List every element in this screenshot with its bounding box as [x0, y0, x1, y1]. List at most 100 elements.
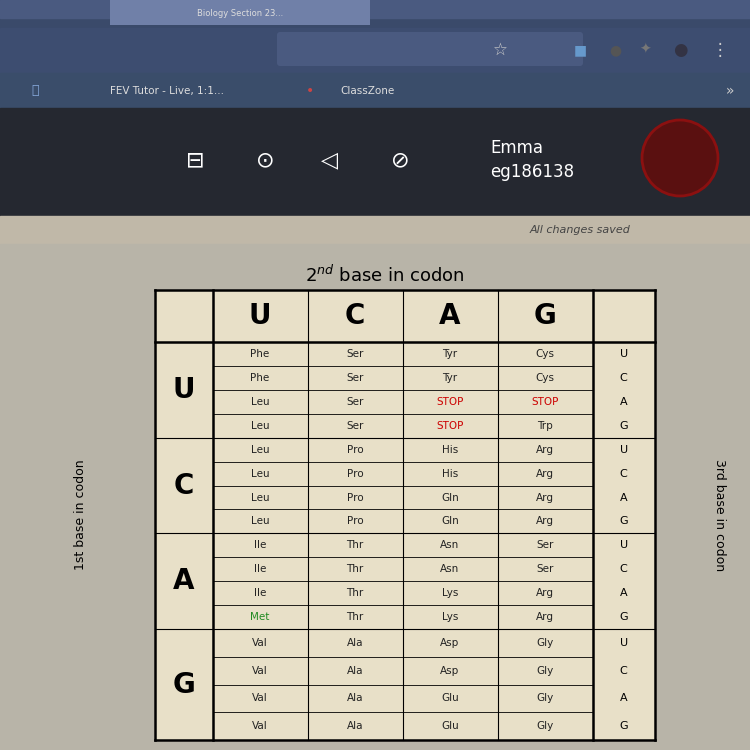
Text: Gln: Gln: [441, 517, 459, 526]
Bar: [155, 290, 655, 740]
Text: Ile: Ile: [254, 541, 266, 550]
Text: A: A: [620, 694, 628, 703]
Text: Glu: Glu: [441, 722, 459, 731]
Text: Asn: Asn: [440, 541, 460, 550]
Text: Glu: Glu: [441, 694, 459, 703]
Text: Cys: Cys: [536, 349, 554, 358]
Text: A: A: [620, 493, 628, 502]
Text: Asn: Asn: [440, 565, 460, 574]
Text: Gly: Gly: [536, 722, 554, 731]
Text: G: G: [620, 612, 628, 622]
Text: STOP: STOP: [436, 397, 463, 406]
Text: Arg: Arg: [536, 469, 554, 478]
Text: Thr: Thr: [346, 588, 364, 598]
Text: Tyr: Tyr: [442, 349, 458, 358]
Text: ⊙: ⊙: [256, 150, 274, 170]
Text: ⋮: ⋮: [712, 41, 728, 59]
Text: Ser: Ser: [346, 397, 364, 406]
Text: Arg: Arg: [536, 493, 554, 502]
Bar: [0, 0, 750, 18]
Text: Trp: Trp: [537, 421, 553, 430]
Text: Emma: Emma: [490, 139, 543, 157]
Text: 🛡: 🛡: [32, 85, 39, 98]
Text: ⊘: ⊘: [391, 150, 410, 170]
Bar: [0, 108, 750, 216]
Text: Lys: Lys: [442, 612, 458, 622]
Text: A: A: [620, 397, 628, 406]
Text: ●: ●: [609, 43, 621, 57]
Text: U: U: [620, 349, 628, 358]
Text: Ser: Ser: [346, 421, 364, 430]
Text: Pro: Pro: [346, 517, 363, 526]
Text: His: His: [442, 469, 458, 478]
Text: Ser: Ser: [536, 541, 554, 550]
Text: ■: ■: [574, 43, 586, 57]
Bar: [0, 0, 750, 30]
Text: Arg: Arg: [536, 445, 554, 454]
Text: U: U: [620, 445, 628, 454]
Text: Ile: Ile: [254, 565, 266, 574]
Text: Thr: Thr: [346, 612, 364, 622]
Text: Gly: Gly: [536, 694, 554, 703]
Bar: [0, 73, 750, 108]
Text: Arg: Arg: [536, 517, 554, 526]
Text: »: »: [726, 84, 734, 98]
Text: A: A: [620, 588, 628, 598]
Text: Leu: Leu: [251, 493, 269, 502]
Text: Arg: Arg: [536, 612, 554, 622]
Text: Gln: Gln: [441, 493, 459, 502]
Text: Val: Val: [252, 722, 268, 731]
Text: U: U: [249, 302, 272, 330]
Text: Pro: Pro: [346, 469, 363, 478]
Text: A: A: [440, 302, 460, 330]
Text: Leu: Leu: [251, 469, 269, 478]
Bar: [0, 244, 750, 750]
Text: G: G: [620, 517, 628, 526]
Bar: [110, 0, 370, 25]
Text: 3rd base in codon: 3rd base in codon: [713, 459, 727, 571]
Text: Leu: Leu: [251, 445, 269, 454]
Text: Ala: Ala: [346, 666, 363, 676]
Text: U: U: [620, 638, 628, 648]
Text: Phe: Phe: [251, 349, 270, 358]
Text: •: •: [306, 84, 314, 98]
Text: Pro: Pro: [346, 493, 363, 502]
Text: STOP: STOP: [531, 397, 559, 406]
Text: ☆: ☆: [493, 41, 508, 59]
Text: G: G: [172, 670, 195, 699]
Text: Phe: Phe: [251, 373, 270, 382]
Text: Thr: Thr: [346, 541, 364, 550]
Text: Ser: Ser: [346, 349, 364, 358]
Text: Leu: Leu: [251, 517, 269, 526]
Text: FEV Tutor - Live, 1:1...: FEV Tutor - Live, 1:1...: [110, 86, 224, 96]
Text: Val: Val: [252, 694, 268, 703]
Text: Ala: Ala: [346, 722, 363, 731]
Text: U: U: [620, 541, 628, 550]
Text: C: C: [620, 373, 628, 382]
Text: Met: Met: [251, 612, 270, 622]
Text: Leu: Leu: [251, 421, 269, 430]
Text: Gly: Gly: [536, 638, 554, 648]
Text: ⊟: ⊟: [186, 150, 204, 170]
Text: eg186138: eg186138: [490, 163, 574, 181]
Text: G: G: [620, 722, 628, 731]
Text: Biology Section 23...: Biology Section 23...: [196, 8, 284, 17]
Bar: [0, 28, 750, 73]
Text: Arg: Arg: [536, 588, 554, 598]
Text: ✦: ✦: [639, 43, 651, 57]
Text: G: G: [534, 302, 556, 330]
Text: U: U: [172, 376, 195, 404]
Text: C: C: [620, 666, 628, 676]
Text: C: C: [620, 565, 628, 574]
Text: Ser: Ser: [346, 373, 364, 382]
Text: Val: Val: [252, 666, 268, 676]
Text: C: C: [620, 469, 628, 478]
Text: Gly: Gly: [536, 666, 554, 676]
Text: Asp: Asp: [440, 666, 460, 676]
Text: A: A: [173, 567, 194, 596]
Text: Asp: Asp: [440, 638, 460, 648]
Text: Thr: Thr: [346, 565, 364, 574]
Text: Ala: Ala: [346, 694, 363, 703]
Text: ●: ●: [673, 41, 687, 59]
Text: C: C: [173, 472, 194, 500]
